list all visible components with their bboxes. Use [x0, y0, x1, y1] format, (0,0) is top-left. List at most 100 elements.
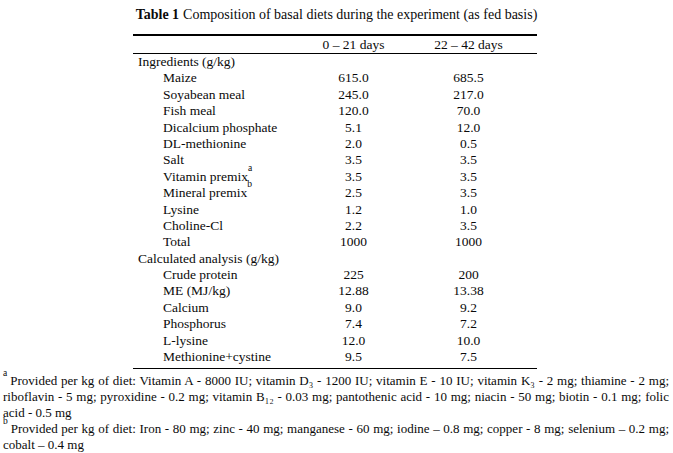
- value-cell-period-2: 3.5: [416, 185, 537, 201]
- row-label: Phosphorus: [163, 316, 226, 331]
- table-caption: Table 1Composition of basal diets during…: [0, 7, 673, 22]
- value-cell-period-1: 615.0: [291, 70, 416, 86]
- row-label-cell: Vitamin premixa: [133, 169, 291, 185]
- value-cell-period-2: 200: [416, 267, 537, 283]
- value-cell-period-1: 1000: [291, 234, 416, 250]
- value-cell-period-1: 2.5: [291, 185, 416, 201]
- table-row-me-mj-kg: ME (MJ/kg) 12.88 13.38: [133, 283, 537, 299]
- footnote-text: Provided per kg of diet: Iron - 80 mg; z…: [3, 421, 669, 452]
- row-label-cell: Calcium: [133, 300, 291, 316]
- column-header-period-22-42-days: 22 – 42 days: [416, 37, 537, 53]
- value-cell-period-1: 12.0: [291, 333, 416, 349]
- table-row-calcium: Calcium 9.0 9.2: [133, 300, 537, 316]
- value-cell-period-2: 10.0: [416, 333, 537, 349]
- footnote-marker-superscript: a: [248, 163, 252, 173]
- table-row-choline-cl: Choline-Cl 2.2 3.5: [133, 218, 537, 234]
- row-label-cell: Soyabean meal: [133, 87, 291, 103]
- value-cell-period-1: 245.0: [291, 87, 416, 103]
- row-label: Vitamin premix: [163, 169, 248, 184]
- row-label-cell: ME (MJ/kg): [133, 283, 291, 299]
- value-cell-period-2: 3.5: [416, 218, 537, 234]
- table-row-fish-meal: Fish meal 120.0 70.0: [133, 103, 537, 119]
- value-cell-period-2: 13.38: [416, 283, 537, 299]
- table-header-row: 0 – 21 days 22 – 42 days: [133, 34, 537, 54]
- value-cell-period-2: 1000: [416, 234, 537, 250]
- footnote-marker-superscript: a: [3, 368, 7, 378]
- row-label-cell: Choline-Cl: [133, 218, 291, 234]
- table-caption-text: Composition of basal diets during the ex…: [183, 7, 537, 22]
- table-row-l-lysine: L-lysine 12.0 10.0: [133, 333, 537, 349]
- row-label: L-lysine: [163, 333, 208, 348]
- value-cell-period-2: 7.2: [416, 316, 537, 332]
- row-label-cell: Methionine+cystine: [133, 349, 291, 365]
- row-label: Calculated analysis (g/kg): [138, 251, 279, 266]
- row-label-cell: DL-methionine: [133, 136, 291, 152]
- value-cell-period-2: 685.5: [416, 70, 537, 86]
- row-label: Crude protein: [163, 267, 238, 282]
- row-label: Ingredients (g/kg): [138, 54, 235, 69]
- row-label-cell: Mineral premixb: [133, 185, 291, 201]
- row-label: Soyabean meal: [163, 87, 245, 102]
- value-cell-period-1: 2.2: [291, 218, 416, 234]
- table-row-soyabean-meal: Soyabean meal 245.0 217.0: [133, 87, 537, 103]
- row-label: Mineral premix: [163, 185, 247, 200]
- row-label: Choline-Cl: [163, 218, 223, 233]
- value-cell-period-2: [416, 54, 537, 70]
- table-row-crude-protein: Crude protein 225 200: [133, 267, 537, 283]
- table-row-mineral-premix: Mineral premixb 2.5 3.5: [133, 185, 537, 201]
- value-cell-period-2: 1.0: [416, 202, 537, 218]
- row-label-cell: Phosphorus: [133, 316, 291, 332]
- row-label-cell: Fish meal: [133, 103, 291, 119]
- value-cell-period-2: 7.5: [416, 349, 537, 365]
- table-row-methionine-cystine: Methionine+cystine 9.5 7.5: [133, 349, 537, 365]
- table-row-phosphorus: Phosphorus 7.4 7.2: [133, 316, 537, 332]
- row-label-cell: Crude protein: [133, 267, 291, 283]
- value-cell-period-1: 7.4: [291, 316, 416, 332]
- row-label: ME (MJ/kg): [163, 283, 230, 298]
- value-cell-period-1: 9.0: [291, 300, 416, 316]
- value-cell-period-1: 9.5: [291, 349, 416, 365]
- row-label-cell: Calculated analysis (g/kg): [133, 251, 291, 267]
- row-label-cell: Ingredients (g/kg): [133, 54, 291, 70]
- value-cell-period-2: 3.5: [416, 152, 537, 168]
- footnote-text: Provided per kg of diet: Vitamin A - 800…: [3, 373, 669, 420]
- row-label: DL-methionine: [163, 136, 246, 151]
- row-label: Salt: [163, 152, 184, 167]
- table-row-ingredients-g-kg: Ingredients (g/kg): [133, 54, 537, 70]
- table-body: Ingredients (g/kg) Maize 615.0 685.5 Soy…: [133, 54, 537, 369]
- value-cell-period-2: [416, 251, 537, 267]
- document-page: Table 1Composition of basal diets during…: [0, 7, 673, 453]
- row-label: Fish meal: [163, 103, 216, 118]
- row-label: Maize: [163, 70, 197, 85]
- table-row-salt: Salt 3.5 3.5: [133, 152, 537, 168]
- value-cell-period-2: 9.2: [416, 300, 537, 316]
- row-label: Calcium: [163, 300, 209, 315]
- value-cell-period-1: 3.5: [291, 152, 416, 168]
- table-footnotes: aProvided per kg of diet: Vitamin A - 80…: [0, 373, 673, 453]
- row-label-cell: Maize: [133, 70, 291, 86]
- row-label-cell: L-lysine: [133, 333, 291, 349]
- table-row-total: Total 1000 1000: [133, 234, 537, 250]
- value-cell-period-1: 2.0: [291, 136, 416, 152]
- footnote-a: aProvided per kg of diet: Vitamin A - 80…: [3, 373, 669, 421]
- footnote-marker-superscript: b: [247, 179, 252, 189]
- row-label: Dicalcium phosphate: [163, 120, 277, 135]
- table-row-lysine: Lysine 1.2 1.0: [133, 202, 537, 218]
- value-cell-period-2: 3.5: [416, 169, 537, 185]
- footnote-b: bProvided per kg of diet: Iron - 80 mg; …: [3, 421, 669, 453]
- column-header-period-0-21-days: 0 – 21 days: [291, 37, 416, 53]
- table-row-calculated-analysis-g-kg: Calculated analysis (g/kg): [133, 251, 537, 267]
- row-label-cell: Lysine: [133, 202, 291, 218]
- value-cell-period-1: [291, 54, 416, 70]
- row-label-cell: Salt: [133, 152, 291, 168]
- table-row-dl-methionine: DL-methionine 2.0 0.5: [133, 136, 537, 152]
- value-cell-period-1: 225: [291, 267, 416, 283]
- basal-diet-composition-table: 0 – 21 days 22 – 42 days Ingredients (g/…: [133, 34, 537, 369]
- value-cell-period-1: [291, 251, 416, 267]
- value-cell-period-2: 12.0: [416, 120, 537, 136]
- table-row-dicalcium-phosphate: Dicalcium phosphate 5.1 12.0: [133, 120, 537, 136]
- row-label: Lysine: [163, 202, 199, 217]
- row-label: Total: [163, 234, 191, 249]
- value-cell-period-1: 1.2: [291, 202, 416, 218]
- value-cell-period-1: 120.0: [291, 103, 416, 119]
